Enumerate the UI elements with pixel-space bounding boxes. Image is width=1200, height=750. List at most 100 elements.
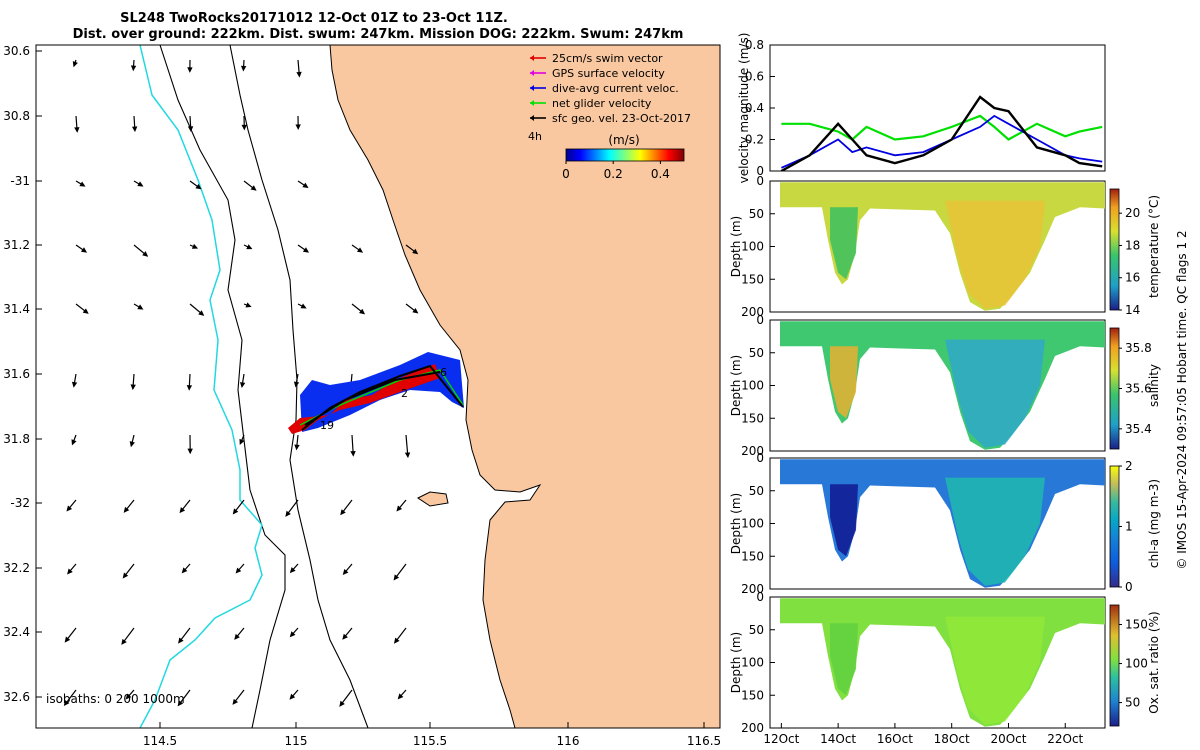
- section-panel: 0 50 100 150 200 Depth (m) 0 1 2 chl-a (mg m-3): [729, 451, 1161, 596]
- colorbar-title: Ox. sat. ratio (%): [1147, 611, 1161, 713]
- map-legend: 25cm/s swim vector GPS surface velocity di…: [528, 52, 691, 181]
- map-ytick: -31: [10, 174, 30, 188]
- time-axis: 12Oct 14Oct 16Oct 18Oct 20Oct 22Oct: [763, 723, 1084, 746]
- map-ytick: 32.6: [3, 690, 30, 704]
- colorbar-tick: 35.6: [1125, 382, 1152, 396]
- map-area: 19 2 6 25cm/s swim vector GPS surface vel…: [36, 45, 720, 728]
- depth-tick: 150: [741, 688, 764, 702]
- colorbar-tick: 20: [1125, 206, 1140, 220]
- colorbar-title: salinity: [1147, 364, 1161, 407]
- depth-tick: 200: [741, 305, 764, 319]
- map-xtick: 116: [557, 734, 580, 748]
- isobath-200m: [229, 45, 369, 728]
- colorbar-tick: 1: [1125, 520, 1133, 534]
- depth-tick: 100: [741, 240, 764, 254]
- colorbar-tick: 2: [1125, 459, 1133, 473]
- swim-vector-patch: [288, 364, 440, 434]
- colorbar-tick: 14: [1125, 303, 1140, 317]
- time-tick: 14Oct: [820, 732, 856, 746]
- depth-tick: 200: [741, 721, 764, 735]
- track-line: [301, 364, 464, 431]
- section-trough: [830, 484, 858, 557]
- map-ytick: 31.2: [3, 238, 30, 252]
- depth-tick: 50: [749, 484, 764, 498]
- depth-tick: 50: [749, 623, 764, 637]
- depth-tick: 50: [749, 346, 764, 360]
- isobath-1000m: [159, 45, 286, 728]
- map-xtick: 115: [285, 734, 308, 748]
- section-core: [945, 200, 1045, 309]
- colorbar-tick: 0.2: [604, 167, 623, 181]
- depth-tick: 0: [756, 451, 764, 465]
- depth-tick: 150: [741, 411, 764, 425]
- time-tick: 22Oct: [1047, 732, 1083, 746]
- legend-entry: sfc geo. vel. 23-Oct-2017: [552, 112, 691, 125]
- land-mass: [329, 45, 720, 728]
- depth-ylabel: Depth (m): [729, 493, 743, 554]
- legend-entry: net glider velocity: [552, 97, 652, 110]
- title-line2: Dist. over ground: 222km. Dist. swum: 24…: [73, 27, 684, 42]
- colorbar-title: chl-a (mg m-3): [1147, 479, 1161, 568]
- time-tick: 12Oct: [763, 732, 799, 746]
- colorbar-tick: 100: [1125, 657, 1148, 671]
- colorbar-tick: 50: [1125, 696, 1140, 710]
- colorbar-tick: 35.8: [1125, 341, 1152, 355]
- velocity-ytick: 0.8: [745, 38, 764, 52]
- depth-tick: 0: [756, 174, 764, 188]
- colorbar-label: (m/s): [608, 133, 639, 147]
- title-line1: SL248 TwoRocks20171012 12-Oct 01Z to 23-…: [120, 11, 508, 26]
- legend-arrow-scale: 4h: [528, 130, 542, 143]
- depth-tick: 150: [741, 549, 764, 563]
- section-colorbar: [1109, 604, 1120, 727]
- glider-track: 19 2 6: [288, 352, 464, 434]
- map-frame: [35, 44, 721, 729]
- track-label-2: 2: [401, 387, 408, 400]
- depth-tick: 100: [741, 379, 764, 393]
- velocity-series-line: [780, 95, 1103, 171]
- section-trough: [830, 623, 858, 696]
- track-label-6: 6: [440, 366, 447, 379]
- section-trough: [830, 207, 858, 280]
- section-core: [945, 616, 1045, 725]
- section-colorbar: [1109, 327, 1120, 450]
- time-tick: 20Oct: [990, 732, 1026, 746]
- time-tick: 16Oct: [877, 732, 913, 746]
- section-colorbar: [1109, 188, 1120, 311]
- depth-tick: 100: [741, 517, 764, 531]
- map-ytick: 31.6: [3, 367, 30, 381]
- map-ytick: 30.8: [3, 109, 30, 123]
- section-panel: 0 50 100 150 200 Depth (m) 14 16 18 20 temperature…: [729, 174, 1161, 319]
- depth-ylabel: Depth (m): [729, 216, 743, 277]
- section-panel: 0 50 100 150 200 Depth (m) 35.4 35.6 35.8 salinit…: [729, 313, 1161, 458]
- colorbar-speed: [565, 148, 685, 162]
- colorbar-tick: 35.4: [1125, 422, 1152, 436]
- colorbar-tick: 18: [1125, 238, 1140, 252]
- velocity-ytick: 0.2: [745, 133, 764, 147]
- depth-tick: 0: [756, 313, 764, 327]
- velocity-ytick: 0: [756, 164, 764, 178]
- velocity-ytick: 0.6: [745, 70, 764, 84]
- depth-tick: 200: [741, 444, 764, 458]
- legend-entry: dive-avg current veloc.: [552, 82, 679, 95]
- section-colorbar: [1109, 465, 1120, 588]
- depth-ylabel: Depth (m): [729, 355, 743, 416]
- map-ytick: 31.4: [3, 302, 30, 316]
- island: [417, 491, 449, 507]
- map-xtick: 116.5: [687, 734, 721, 748]
- time-tick: 18Oct: [934, 732, 970, 746]
- isobath-label: isobaths: 0 200 1000m: [46, 692, 185, 706]
- colorbar-tick: 0: [562, 167, 570, 181]
- map-xtick: 115.5: [413, 734, 447, 748]
- map-xtick: 114.5: [143, 734, 177, 748]
- velocity-ytick: 0.4: [745, 101, 764, 115]
- map-ytick: 32.2: [3, 561, 30, 575]
- depth-tick: 200: [741, 582, 764, 596]
- velocity-panel: 0 0.2 0.4 0.6 0.8 velocity magnitude (m/s): [737, 33, 1106, 184]
- velocity-ylabel: velocity magnitude (m/s): [737, 33, 751, 184]
- map-ytick: 32.4: [3, 625, 30, 639]
- legend-entry: GPS surface velocity: [552, 67, 665, 80]
- section-core: [945, 477, 1045, 586]
- depth-tick: 0: [756, 590, 764, 604]
- colorbar-tick: 16: [1125, 271, 1140, 285]
